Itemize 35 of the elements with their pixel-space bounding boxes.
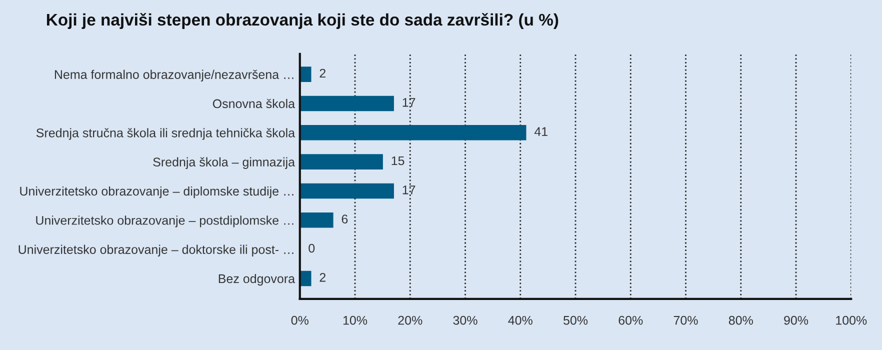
y-tick-label: Univerzitetsko obrazovanje – postdiplomske …: [36, 216, 294, 228]
data-label: 15: [392, 156, 404, 166]
x-tick-label: 20%: [398, 316, 422, 325]
chart-title: Koji je najviši stepen obrazovanja koji ste do sada završili? (u %): [46, 13, 558, 29]
data-label: 17: [402, 98, 416, 107]
y-tick-label: Bez odgovora: [218, 274, 296, 286]
bar: [300, 96, 394, 112]
y-tick-label: Univerzitetsko obrazovanje – diplomske studije …: [20, 186, 294, 198]
bar: [300, 270, 312, 286]
data-label: 0: [308, 244, 315, 253]
x-tick-label: 80%: [728, 316, 753, 325]
data-label: 2: [320, 272, 326, 282]
y-tick-label: Nema formalno obrazovanje/nezavršena …: [54, 70, 294, 82]
x-tick-label: 100%: [836, 316, 867, 325]
x-tick-label: 40%: [508, 316, 532, 325]
x-tick-label: 50%: [563, 316, 588, 325]
bar: [300, 212, 334, 228]
y-tick-label: Univerzitetsko obrazovanje – doktorske ili post- …: [18, 244, 294, 256]
y-tick-label: Osnovna škola: [212, 98, 296, 108]
data-label: 17: [402, 186, 416, 194]
x-tick-label: 90%: [784, 316, 808, 325]
x-tick-label: 0%: [291, 316, 308, 325]
y-tick-label: Srednja škola – gimnazija: [153, 157, 296, 169]
x-tick-label: 60%: [618, 316, 643, 325]
data-label: 6: [342, 214, 348, 224]
data-label: 2: [320, 68, 326, 78]
x-tick-label: 10%: [343, 316, 368, 325]
x-tick-label: 30%: [453, 316, 478, 325]
bar: [300, 183, 394, 199]
y-tick-label: Srednja stručna škola ili srednja tehnička škola: [36, 128, 296, 140]
x-tick-label: 70%: [674, 316, 698, 325]
bar: [300, 154, 383, 170]
data-label: 41: [534, 127, 548, 136]
bar: [300, 125, 526, 140]
bar: [300, 66, 312, 82]
